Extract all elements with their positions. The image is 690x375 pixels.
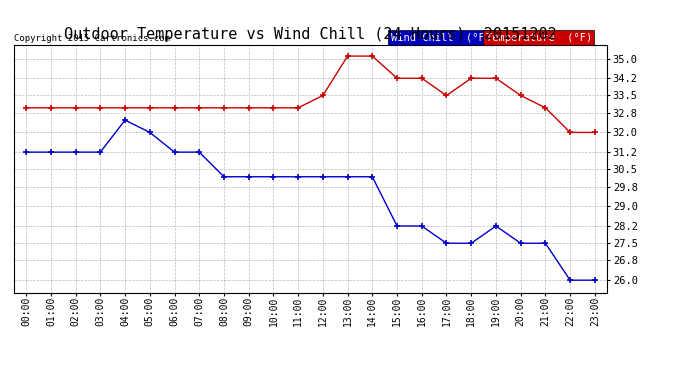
Title: Outdoor Temperature vs Wind Chill (24 Hours)  20151202: Outdoor Temperature vs Wind Chill (24 Ho… (64, 27, 557, 42)
Text: Copyright 2015 Cartronics.com: Copyright 2015 Cartronics.com (14, 33, 170, 42)
Text: Temperature  (°F): Temperature (°F) (486, 33, 592, 42)
Text: Wind Chill  (°F): Wind Chill (°F) (391, 33, 491, 42)
